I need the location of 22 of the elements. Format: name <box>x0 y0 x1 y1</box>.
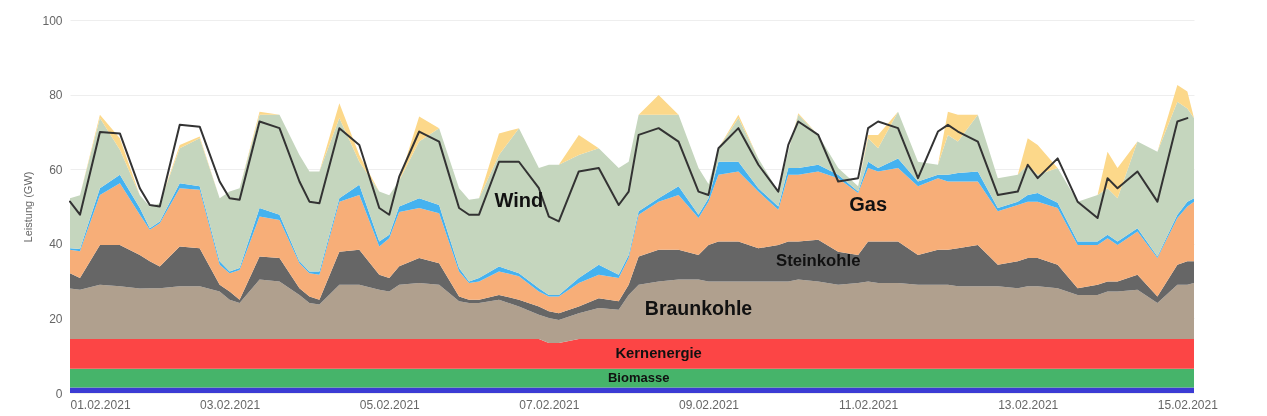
series-label: Kernenergie <box>615 344 702 361</box>
x-tick-label: 15.02.2021 <box>1157 397 1219 412</box>
x-tick-label: 11.02.2021 <box>839 397 899 412</box>
y-tick-label: 100 <box>42 13 63 28</box>
y-tick-label: 20 <box>49 311 63 326</box>
y-tick-label: 80 <box>49 88 63 103</box>
y-tick-label: 0 <box>55 386 63 401</box>
x-tick-label: 09.02.2021 <box>678 397 740 412</box>
x-tick-label: 03.02.2021 <box>200 397 261 412</box>
series-label: Biomasse <box>607 370 670 386</box>
x-tick-label: 01.02.2021 <box>70 397 131 412</box>
y-axis-title: Leistung (GW) <box>22 171 35 243</box>
series-label: Steinkohle <box>775 250 861 270</box>
series-label: Wind <box>494 188 544 211</box>
line-series <box>69 117 1189 223</box>
x-tick-label: 13.02.2021 <box>998 397 1059 412</box>
x-tick-label: 05.02.2021 <box>359 397 421 412</box>
y-tick-label: 60 <box>49 162 63 177</box>
series-label: Gas <box>849 192 888 215</box>
series-label: Braunkohle <box>644 297 753 320</box>
y-tick-label: 40 <box>49 237 63 252</box>
x-tick-label: 07.02.2021 <box>519 397 580 412</box>
